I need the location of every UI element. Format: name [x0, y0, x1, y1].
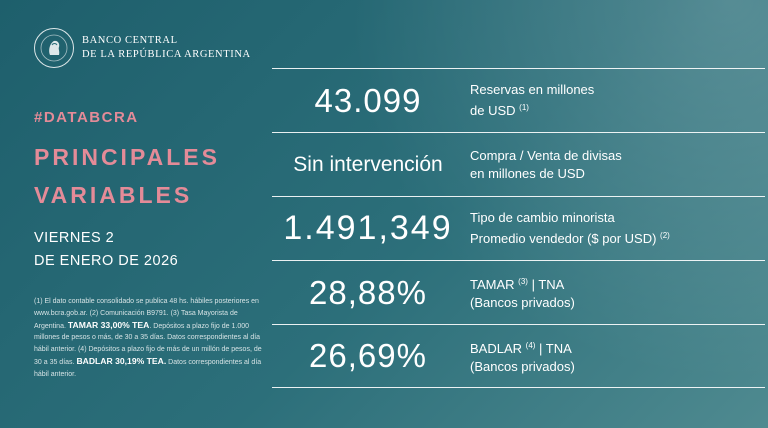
tamar-footnote-ref: (3) — [518, 277, 528, 286]
badlar-label-line-1: BADLAR (4) | TNA — [470, 337, 575, 358]
reserves-footnote-ref: (1) — [519, 103, 529, 112]
badlar-label: BADLAR (4) | TNA (Bancos privados) — [464, 337, 575, 376]
hashtag: #DATABCRA — [34, 109, 139, 126]
variables-table: 43.099 Reservas en millones de USD (1) S… — [272, 68, 765, 388]
footnote-text-1: (1) El dato contable consolidado se publ… — [34, 298, 259, 330]
table-row-exchange-rate: 1.491,349 Tipo de cambio minorista Prome… — [272, 196, 765, 260]
table-row-reserves: 43.099 Reservas en millones de USD (1) — [272, 68, 765, 132]
fx-intervention-value: Sin intervención — [293, 152, 443, 176]
exchange-rate-footnote-ref: (2) — [660, 231, 670, 240]
badlar-label-suffix: | TNA — [535, 340, 572, 356]
exchange-rate-label-text: Promedio vendedor ($ por USD) — [470, 231, 657, 246]
fx-intervention-label: Compra / Venta de divisas en millones de… — [464, 147, 622, 183]
brand-line-2: DE LA REPÚBLICA ARGENTINA — [82, 49, 251, 60]
footnote-tamar-rate: TAMAR 33,00% TEA — [67, 319, 150, 330]
tamar-label-suffix: | TNA — [527, 277, 565, 292]
footnotes: (1) El dato contable consolidado se publ… — [34, 296, 266, 381]
tamar-label: TAMAR (3) | TNA (Bancos privados) — [464, 273, 575, 312]
fx-intervention-label-line-2: en millones de USD — [470, 165, 585, 181]
title-line-2: VARIABLES — [34, 182, 193, 208]
brand-line-1: BANCO CENTRAL — [82, 35, 178, 46]
exchange-rate-label-line-1: Tipo de cambio minorista — [470, 210, 615, 225]
reserves-value: 43.099 — [314, 81, 422, 119]
table-row-badlar: 26,69% BADLAR (4) | TNA (Bancos privados… — [272, 324, 765, 388]
footnote-text-2: . Depósitos a plazo fijo de 1.000 millon… — [34, 322, 262, 366]
reserves-label: Reservas en millones de USD (1) — [464, 81, 594, 120]
report-date: VIERNES 2 DE ENERO DE 2026 — [34, 227, 178, 273]
table-row-fx-intervention: Sin intervención Compra / Venta de divis… — [272, 132, 765, 196]
brand-name: BANCO CENTRAL DE LA REPÚBLICA ARGENTINA — [82, 34, 251, 62]
footnote-badlar-rate: BADLAR 30,19% TEA. — [76, 355, 167, 366]
footnote-text-3: Datos correspondientes al día hábil ante… — [34, 358, 262, 378]
table-row-tamar: 28,88% TAMAR (3) | TNA (Bancos privados) — [272, 260, 765, 324]
date-line-2: DE ENERO DE 2026 — [34, 253, 179, 269]
tamar-value: 28,88% — [309, 273, 427, 311]
reserves-label-line-2: de USD (1) — [470, 99, 594, 120]
tamar-label-line-1: TAMAR (3) | TNA — [470, 273, 575, 294]
page-title: PRINCIPALES VARIABLES — [34, 138, 220, 214]
exchange-rate-value: 1.491,349 — [283, 209, 453, 247]
reserves-label-text: de USD — [470, 103, 516, 118]
badlar-label-line-2: (Bancos privados) — [470, 358, 575, 374]
bcra-seal-icon — [34, 28, 74, 68]
exchange-rate-label-line-2: Promedio vendedor ($ por USD) (2) — [470, 227, 670, 248]
badlar-label-text: BADLAR — [470, 340, 523, 356]
reserves-label-line-1: Reservas en millones — [470, 82, 595, 97]
title-line-1: PRINCIPALES — [34, 144, 220, 170]
tamar-label-text: TAMAR — [470, 277, 515, 292]
exchange-rate-label: Tipo de cambio minorista Promedio vended… — [464, 209, 670, 248]
brand-logo: BANCO CENTRAL DE LA REPÚBLICA ARGENTINA — [34, 28, 251, 68]
badlar-value: 26,69% — [309, 337, 427, 374]
badlar-footnote-ref: (4) — [525, 340, 536, 350]
date-line-1: VIERNES 2 — [34, 230, 115, 246]
tamar-label-line-2: (Bancos privados) — [470, 295, 575, 310]
fx-intervention-label-line-1: Compra / Venta de divisas — [470, 147, 622, 163]
